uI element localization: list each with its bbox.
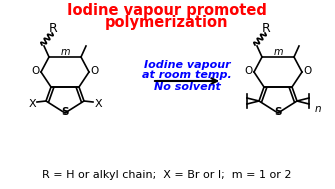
Text: R = H or alkyl chain;  X = Br or I;  m = 1 or 2: R = H or alkyl chain; X = Br or I; m = 1… bbox=[42, 170, 292, 180]
Text: at room temp.: at room temp. bbox=[142, 70, 232, 80]
Text: S: S bbox=[274, 107, 282, 117]
Text: O: O bbox=[304, 67, 312, 77]
Text: O: O bbox=[244, 67, 253, 77]
Text: X: X bbox=[28, 99, 36, 109]
Text: S: S bbox=[61, 107, 69, 117]
Text: No solvent: No solvent bbox=[153, 82, 220, 92]
Text: R: R bbox=[262, 22, 270, 35]
Text: R: R bbox=[49, 22, 57, 35]
Text: m: m bbox=[60, 47, 70, 57]
Text: Iodine vapour: Iodine vapour bbox=[144, 60, 230, 70]
Text: m: m bbox=[273, 47, 283, 57]
Text: X: X bbox=[94, 99, 102, 109]
Text: O: O bbox=[90, 67, 98, 77]
Text: O: O bbox=[31, 67, 40, 77]
Text: Iodine vapour promoted: Iodine vapour promoted bbox=[67, 2, 267, 18]
Text: polymerization: polymerization bbox=[105, 15, 229, 29]
Text: n: n bbox=[315, 104, 322, 114]
